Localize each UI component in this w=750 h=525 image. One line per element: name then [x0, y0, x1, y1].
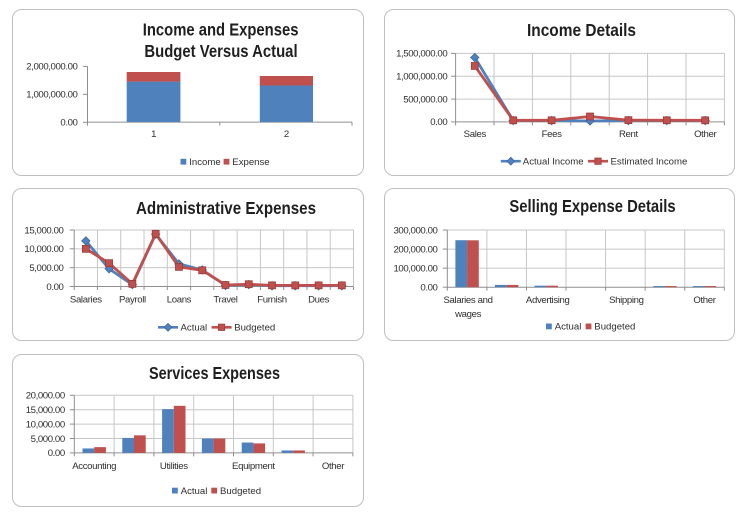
svg-text:2,000,000.00: 2,000,000.00 — [26, 62, 77, 73]
svg-text:Selling Expense Details: Selling Expense Details — [509, 196, 676, 216]
svg-text:Services Expenses: Services Expenses — [149, 363, 280, 383]
svg-text:Furnish: Furnish — [257, 295, 287, 306]
svg-text:500,000.00: 500,000.00 — [403, 94, 447, 105]
svg-text:Salaries: Salaries — [70, 295, 102, 306]
svg-text:0.00: 0.00 — [430, 117, 447, 128]
svg-text:0.00: 0.00 — [420, 283, 437, 294]
svg-text:100,000.00: 100,000.00 — [393, 263, 437, 274]
svg-text:Other: Other — [694, 129, 717, 140]
svg-text:5,000.00: 5,000.00 — [29, 263, 63, 274]
svg-text:1: 1 — [151, 129, 156, 140]
svg-text:Other: Other — [322, 461, 345, 472]
svg-text:15,000.00: 15,000.00 — [26, 405, 65, 416]
svg-text:Travel: Travel — [213, 295, 237, 306]
svg-text:Actual: Actual — [181, 323, 208, 334]
svg-text:Income and Expenses: Income and Expenses — [143, 19, 299, 39]
svg-text:0.00: 0.00 — [60, 118, 77, 129]
svg-text:Rent: Rent — [619, 129, 639, 140]
svg-text:Salaries and: Salaries and — [444, 295, 493, 306]
svg-text:Income: Income — [189, 157, 220, 168]
svg-text:Estimated Income: Estimated Income — [611, 157, 688, 168]
svg-text:10,000.00: 10,000.00 — [26, 419, 65, 430]
svg-text:Actual Income: Actual Income — [523, 157, 584, 168]
svg-text:15,000.00: 15,000.00 — [24, 225, 63, 236]
svg-text:wages: wages — [454, 309, 482, 320]
svg-text:Accounting: Accounting — [72, 461, 116, 472]
svg-text:Payroll: Payroll — [119, 295, 146, 306]
svg-text:2: 2 — [284, 129, 289, 140]
svg-text:Sales: Sales — [464, 129, 487, 140]
svg-text:Budgeted: Budgeted — [220, 486, 261, 497]
svg-text:Shipping: Shipping — [609, 295, 644, 306]
svg-text:1,000,000.00: 1,000,000.00 — [26, 90, 77, 101]
svg-text:Other: Other — [693, 295, 716, 306]
svg-text:1,500,000.00: 1,500,000.00 — [396, 49, 447, 60]
svg-text:Income Details: Income Details — [527, 20, 636, 40]
svg-text:Equipment: Equipment — [232, 461, 275, 472]
svg-text:200,000.00: 200,000.00 — [393, 244, 437, 255]
svg-text:Budgeted: Budgeted — [594, 322, 635, 333]
svg-text:Utilities: Utilities — [160, 461, 188, 472]
svg-text:1,000,000.00: 1,000,000.00 — [396, 72, 447, 83]
svg-text:Budgeted: Budgeted — [234, 323, 275, 334]
svg-text:Actual: Actual — [555, 322, 582, 333]
svg-text:Administrative Expenses: Administrative Expenses — [136, 198, 316, 218]
svg-text:0.00: 0.00 — [46, 282, 63, 293]
svg-text:Expense: Expense — [232, 157, 269, 168]
svg-text:Actual: Actual — [181, 486, 208, 497]
svg-text:5,000.00: 5,000.00 — [31, 434, 65, 445]
svg-text:Budget Versus Actual: Budget Versus Actual — [144, 41, 297, 61]
svg-text:Fees: Fees — [542, 129, 562, 140]
svg-text:Advertising: Advertising — [526, 295, 570, 306]
svg-text:10,000.00: 10,000.00 — [24, 244, 63, 255]
svg-text:0.00: 0.00 — [48, 448, 65, 459]
svg-text:Dues: Dues — [308, 295, 330, 306]
svg-text:Loans: Loans — [167, 295, 192, 306]
svg-text:300,000.00: 300,000.00 — [393, 225, 437, 236]
svg-text:20,000.00: 20,000.00 — [26, 391, 65, 402]
